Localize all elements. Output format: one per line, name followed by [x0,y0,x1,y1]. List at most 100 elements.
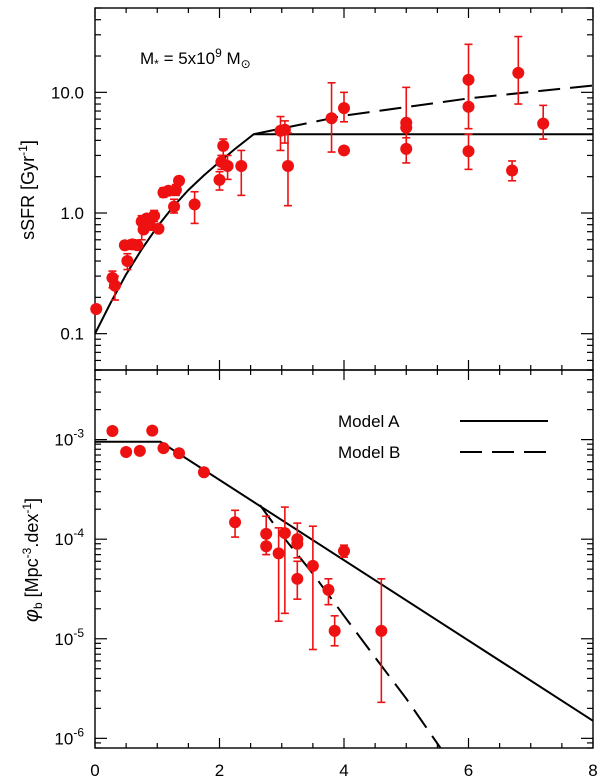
point-marker [400,121,413,134]
data-point [291,560,304,600]
point-marker [157,442,170,455]
point-marker [90,303,103,316]
top-data-points [90,35,550,316]
top-model-b-line [253,84,594,136]
x-tick-label: 4 [339,761,348,780]
data-point [108,275,121,301]
point-marker [462,100,475,113]
data-point [322,578,335,606]
point-marker [213,173,226,186]
data-point [400,121,413,134]
point-marker [148,209,161,222]
data-point [462,133,475,171]
top-axis-ticks [94,7,594,371]
point-marker [133,444,146,457]
mass-annotation: M* = 5x109 M⊙ [140,46,251,71]
point-marker [512,66,525,79]
point-marker [173,447,186,460]
point-marker [328,624,341,637]
data-point [229,509,242,538]
data-point [157,442,170,455]
point-marker [229,516,242,529]
bottom-model-a-line [95,440,594,722]
data-point [537,104,550,140]
point-marker [146,424,159,437]
data-point [197,466,210,479]
data-point [338,144,350,157]
point-marker [338,144,350,157]
bottom-axis-ticks [94,369,594,749]
data-point [506,160,519,182]
point-marker [221,160,234,173]
point-marker [291,537,304,550]
point-marker [462,145,475,158]
bottom-y-tick-labels: 10-6 10-5 10-4 10-3 [54,427,84,749]
point-marker [325,112,338,125]
point-marker [272,547,285,560]
bottom-data-points [106,424,388,704]
x-tick-labels: 0 2 4 6 8 [90,761,597,780]
point-marker [278,123,291,136]
data-point [152,222,165,235]
data-point [278,506,291,615]
top-panel: 0.1 1.0 10.0 M* = 5x109 M⊙ sSFR [Gyr-1] [16,7,594,371]
data-point [168,198,181,214]
point-marker [106,425,119,438]
point-marker [306,559,319,572]
data-point [325,81,338,153]
data-point [375,578,388,704]
point-marker [169,184,182,197]
legend-label-model-b: Model B [338,443,400,462]
data-point [235,149,248,197]
point-marker [108,279,121,292]
point-marker [168,200,181,213]
point-marker [375,624,388,637]
y-tick-label: 10.0 [51,83,84,102]
bottom-panel: 10-6 10-5 10-4 10-3 0 2 4 6 8 Model A Model B φ… [20,369,598,780]
data-point [146,424,159,437]
data-point [213,170,226,191]
y-tick-label: 10-3 [54,427,84,450]
x-tick-label: 6 [464,761,473,780]
y-tick-label: 10-4 [54,526,84,549]
y-tick-label: 0.1 [60,325,84,344]
point-marker [197,466,210,479]
point-marker [400,142,413,155]
point-marker [152,222,165,235]
x-tick-label: 8 [588,761,597,780]
point-marker [121,255,134,268]
data-point [169,183,182,197]
legend-label-model-a: Model A [338,412,400,431]
legend: Model A Model B [338,412,548,462]
data-point [131,239,144,252]
data-point [260,540,273,553]
y-tick-label: 10-6 [54,725,84,748]
x-tick-label: 0 [90,761,99,780]
point-marker [235,160,248,173]
bottom-model-b-line [259,504,442,749]
data-point [272,527,285,623]
point-marker [338,545,350,558]
point-marker [260,527,273,540]
data-point [221,154,234,181]
point-marker [188,198,201,211]
data-point [338,91,350,123]
x-tick-label: 2 [215,761,224,780]
point-marker [322,583,335,596]
data-point [291,537,304,550]
data-point [90,303,103,316]
data-point [188,190,201,225]
data-point [281,132,294,207]
point-marker [217,139,230,152]
point-marker [281,160,294,173]
top-model-a-line [94,133,593,335]
data-point [328,615,341,647]
point-marker [131,239,144,252]
data-point [400,137,413,164]
data-point [462,81,475,130]
point-marker [291,572,304,585]
point-marker [173,174,186,187]
point-marker [506,164,519,177]
data-point [512,35,525,105]
